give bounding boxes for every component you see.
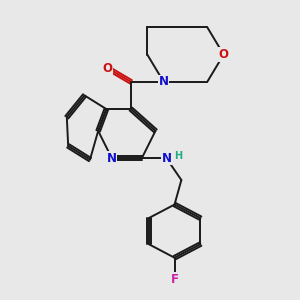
- Text: F: F: [170, 273, 178, 286]
- Text: N: N: [107, 152, 117, 165]
- Text: O: O: [219, 48, 229, 61]
- Text: H: H: [175, 151, 183, 161]
- Text: N: N: [159, 75, 169, 88]
- Text: O: O: [103, 62, 113, 75]
- Text: N: N: [162, 152, 172, 165]
